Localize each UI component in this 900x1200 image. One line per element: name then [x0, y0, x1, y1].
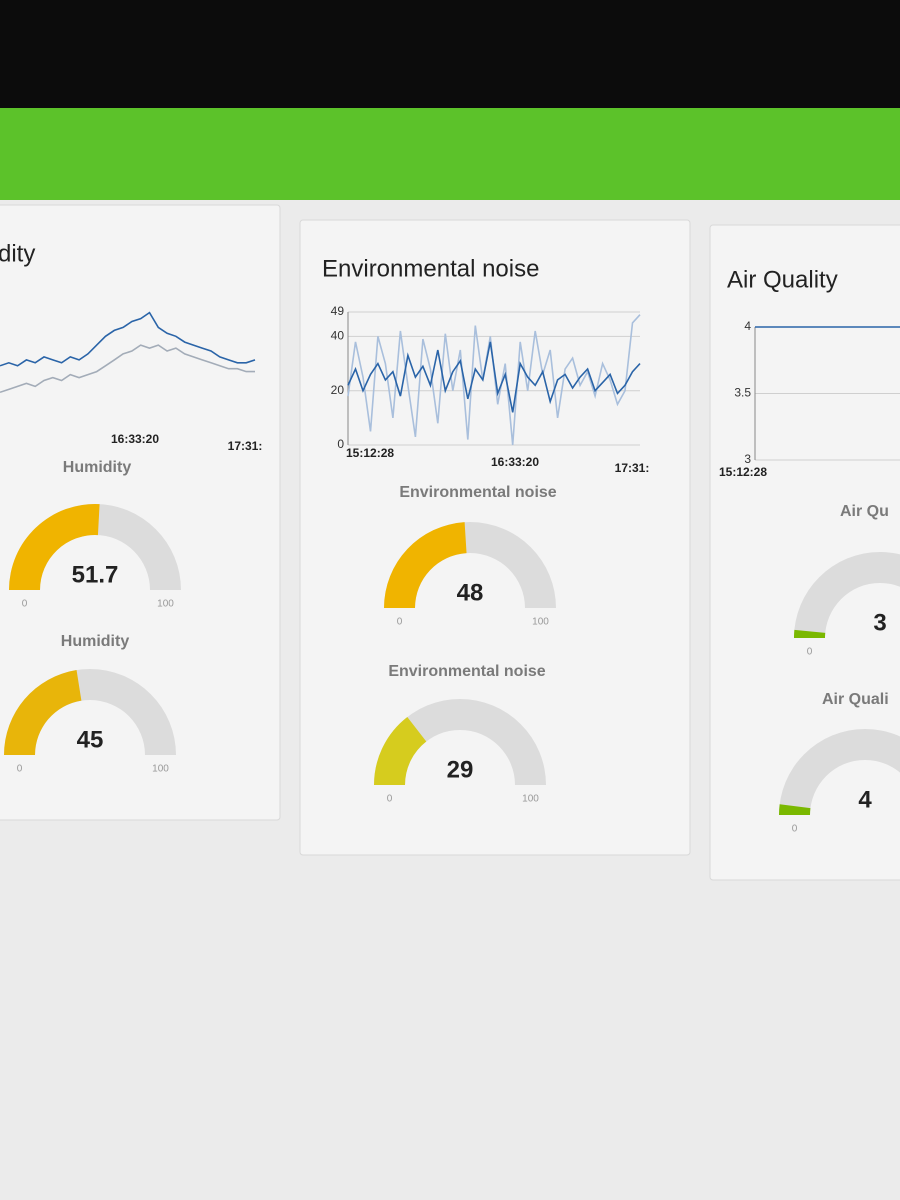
- series-line: [347, 341, 641, 413]
- gauge-label: Environmental noise: [399, 484, 556, 501]
- gauge-max: 100: [152, 764, 169, 775]
- gauge-max: 100: [532, 617, 549, 628]
- gauge-track: [779, 729, 900, 815]
- gauge-min: 0: [387, 794, 393, 805]
- header-bar: [0, 108, 900, 200]
- gauge-fill: [374, 717, 427, 785]
- panel: [0, 204, 281, 821]
- gauge-track: [374, 699, 546, 785]
- gauge-value: 4: [858, 786, 872, 813]
- y-tick-label: 3: [744, 452, 751, 466]
- gauge-value: 48: [457, 579, 484, 606]
- series-line: [0, 344, 255, 394]
- gauge-value: 51.7: [72, 561, 119, 588]
- y-tick-label: 4: [744, 319, 751, 333]
- x-tick-label: 15:12:28: [719, 465, 767, 479]
- monitor-bezel: [0, 0, 900, 108]
- gauge-min: 0: [17, 764, 23, 775]
- y-tick-label: 0: [337, 437, 344, 451]
- gauge-min: 0: [792, 824, 798, 835]
- gauge-fill: [9, 504, 100, 590]
- gauge-min: 0: [22, 599, 28, 610]
- gauge-fill: [384, 522, 467, 608]
- gauge-min: 0: [807, 647, 813, 658]
- x-tick-label: 17:31:: [615, 461, 650, 475]
- gauge-label: Air Qu: [840, 503, 889, 520]
- gauge-fill: [794, 629, 826, 638]
- panel-title: Environmental noise: [322, 255, 539, 282]
- series-line: [0, 311, 256, 367]
- y-tick-label: 20: [331, 383, 345, 397]
- gauge-max: 100: [522, 794, 539, 805]
- gauge-label: Humidity: [63, 459, 132, 476]
- gauge-label: Humidity: [61, 633, 130, 650]
- gauge-max: 100: [157, 599, 174, 610]
- x-tick-label: 16:33:20: [491, 455, 539, 469]
- x-tick-label: 16:33:20: [111, 432, 159, 446]
- gauge-label: Environmental noise: [388, 663, 545, 680]
- y-tick-label: 3.5: [734, 386, 751, 400]
- gauge-fill: [4, 670, 82, 755]
- gauge-value: 3: [873, 609, 886, 636]
- gauge-value: 45: [77, 726, 104, 753]
- gauge-track: [794, 552, 900, 638]
- gauge-label: Air Quali: [822, 691, 889, 708]
- x-tick-label: 15:12:28: [346, 446, 394, 460]
- x-tick-label: 17:31:: [228, 439, 263, 453]
- panel: [709, 224, 900, 881]
- panel-title: Air Quality: [727, 266, 838, 293]
- gauge-min: 0: [397, 617, 403, 628]
- gauge-fill: [779, 804, 811, 815]
- y-tick-label: 49: [331, 304, 345, 318]
- y-tick-label: 40: [331, 329, 345, 343]
- panel-title: dity: [0, 240, 35, 267]
- gauge-value: 29: [447, 756, 474, 783]
